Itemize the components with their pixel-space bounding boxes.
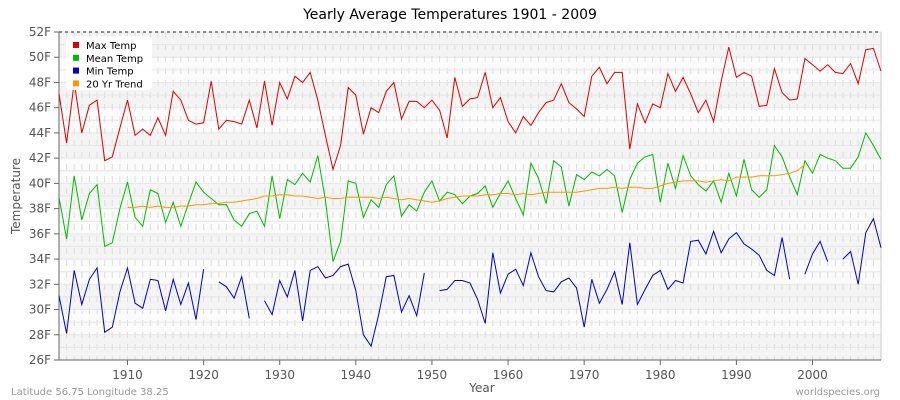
footer-coordinates: Latitude 56.75 Longitude 38.25 xyxy=(11,387,169,398)
x-tick-label: 1950 xyxy=(417,368,448,382)
y-tick-label: 52F xyxy=(29,25,51,39)
y-tick-label: 28F xyxy=(29,328,51,342)
x-tick-label: 1960 xyxy=(493,368,524,382)
y-tick-label: 36F xyxy=(29,227,51,241)
x-tick-label: 1970 xyxy=(569,368,600,382)
x-tick-label: 2000 xyxy=(797,368,828,382)
y-tick-label: 30F xyxy=(29,303,51,317)
legend-swatch xyxy=(73,67,79,74)
y-tick-label: 40F xyxy=(29,176,51,190)
legend-label: Mean Temp xyxy=(86,54,143,65)
series-line xyxy=(127,164,806,208)
y-tick-label: 26F xyxy=(29,353,51,367)
y-axis: 26F 28F 30F 32F 34F 36F 38F 40F 42F 44F 46F 48F 50F 5… xyxy=(29,25,60,367)
footer-source: worldspecies.org xyxy=(796,387,880,398)
legend-swatch xyxy=(73,54,79,61)
series-line xyxy=(58,265,205,334)
y-tick-label: 48F xyxy=(29,75,51,89)
series-line xyxy=(218,274,250,319)
y-tick-label: 34F xyxy=(29,252,51,266)
x-tick-label: 1920 xyxy=(188,368,219,382)
grid xyxy=(58,31,882,361)
series-line xyxy=(58,46,882,172)
legend-swatch xyxy=(73,42,79,48)
x-axis: 1910 1920 1930 1940 1950 1960 1970 1980 1990 2000 xyxy=(59,359,881,382)
x-tick-label: 1940 xyxy=(341,368,372,382)
series-lines xyxy=(58,46,882,348)
y-tick-label: 46F xyxy=(29,101,51,115)
chart-title: Yearly Average Temperatures 1901 - 2009 xyxy=(302,7,597,23)
y-axis-label: Temperature xyxy=(9,158,23,235)
x-tick-label: 1990 xyxy=(721,368,752,382)
legend-label: Min Temp xyxy=(86,67,134,78)
legend-swatch xyxy=(73,80,79,87)
legend-label: Max Temp xyxy=(86,41,137,52)
y-tick-label: 44F xyxy=(29,126,51,140)
series-line xyxy=(264,263,425,348)
series-line xyxy=(804,240,829,275)
x-tick-label: 1910 xyxy=(112,368,143,382)
y-tick-label: 42F xyxy=(29,151,51,165)
series-line xyxy=(842,217,882,285)
y-tick-label: 32F xyxy=(29,277,51,291)
series-line xyxy=(439,229,791,328)
y-tick-label: 50F xyxy=(29,50,51,64)
x-tick-label: 1980 xyxy=(645,368,676,382)
y-tick-label: 38F xyxy=(29,202,51,216)
legend-label: 20 Yr Trend xyxy=(86,79,143,90)
x-axis-label: Year xyxy=(468,381,494,395)
x-tick-label: 1930 xyxy=(264,368,295,382)
